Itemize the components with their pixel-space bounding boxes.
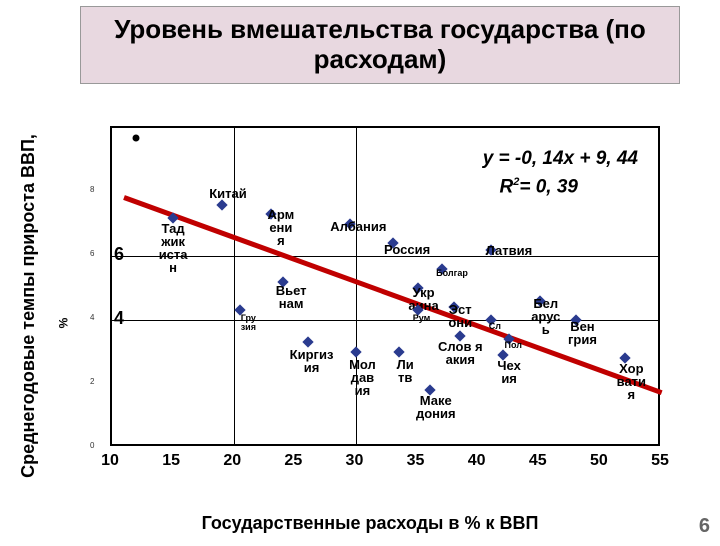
outlier-point (133, 134, 140, 141)
y-tick-small: 2 (90, 377, 94, 386)
data-point (216, 199, 227, 210)
point-label: Тад жик иста н (159, 222, 188, 274)
point-label: Маке дония (416, 394, 456, 420)
point-label: Рум (413, 314, 431, 323)
point-label: Латвия (486, 244, 533, 257)
point-label: Албания (330, 220, 386, 233)
x-tick: 15 (162, 452, 180, 470)
regression-equation: y = -0, 14x + 9, 44 (483, 148, 638, 170)
x-axis-label: Государственные расходы в % к ВВП (70, 513, 670, 534)
title-banner: Уровень вмешательства государства (по ра… (80, 6, 680, 84)
point-label: Чех ия (497, 359, 520, 385)
point-label: Россия (384, 243, 430, 256)
point-label: Вьет нам (276, 284, 307, 310)
x-tick: 45 (529, 452, 547, 470)
gridline-v (234, 128, 235, 444)
y-tick-big: 6 (114, 244, 124, 265)
point-label: Эст они (448, 303, 472, 329)
chart-area: y = -0, 14x + 9, 44 R2= 0, 39 Тад жик иста… (70, 126, 670, 486)
point-label: Болгар (436, 269, 468, 278)
x-tick: 55 (651, 452, 669, 470)
point-label: Пол (504, 341, 521, 350)
data-point (394, 346, 405, 357)
x-tick: 30 (346, 452, 364, 470)
x-tick: 10 (101, 452, 119, 470)
point-label: Бел арус ь (531, 297, 560, 336)
x-tick: 50 (590, 452, 608, 470)
page-number: 6 (699, 515, 710, 538)
point-label: Киргиз ия (290, 348, 334, 374)
point-label: Ли тв (397, 358, 414, 384)
y-tick-small: 6 (90, 249, 94, 258)
data-point (351, 346, 362, 357)
point-label: Гру зия (241, 314, 256, 332)
y-tick-small: 8 (90, 185, 94, 194)
x-tick: 25 (284, 452, 302, 470)
regression-line (123, 195, 662, 395)
point-label: Мол дав ия (349, 358, 376, 397)
scatter-plot: y = -0, 14x + 9, 44 R2= 0, 39 Тад жик иста… (110, 126, 660, 446)
y-tick-big: 4 (114, 308, 124, 329)
point-label: Вен грия (568, 320, 597, 346)
point-label: Сл (489, 322, 501, 331)
page-title: Уровень вмешательства государства (по ра… (93, 15, 667, 75)
y-axis-label: Среднегодовые темпы прироста ВВП, (18, 126, 39, 486)
point-label: Китай (209, 187, 247, 200)
r-squared: R2= 0, 39 (500, 176, 579, 198)
x-tick: 20 (223, 452, 241, 470)
point-label: Арм ени я (267, 208, 294, 247)
y-tick-small: 4 (90, 313, 94, 322)
point-label: Хор вати я (617, 362, 646, 401)
point-label: Слов я акия (438, 340, 483, 366)
x-tick: 40 (468, 452, 486, 470)
y-tick-small: 0 (90, 441, 94, 450)
y-axis-percent: % (56, 318, 70, 329)
data-point (302, 337, 313, 348)
x-tick: 35 (407, 452, 425, 470)
